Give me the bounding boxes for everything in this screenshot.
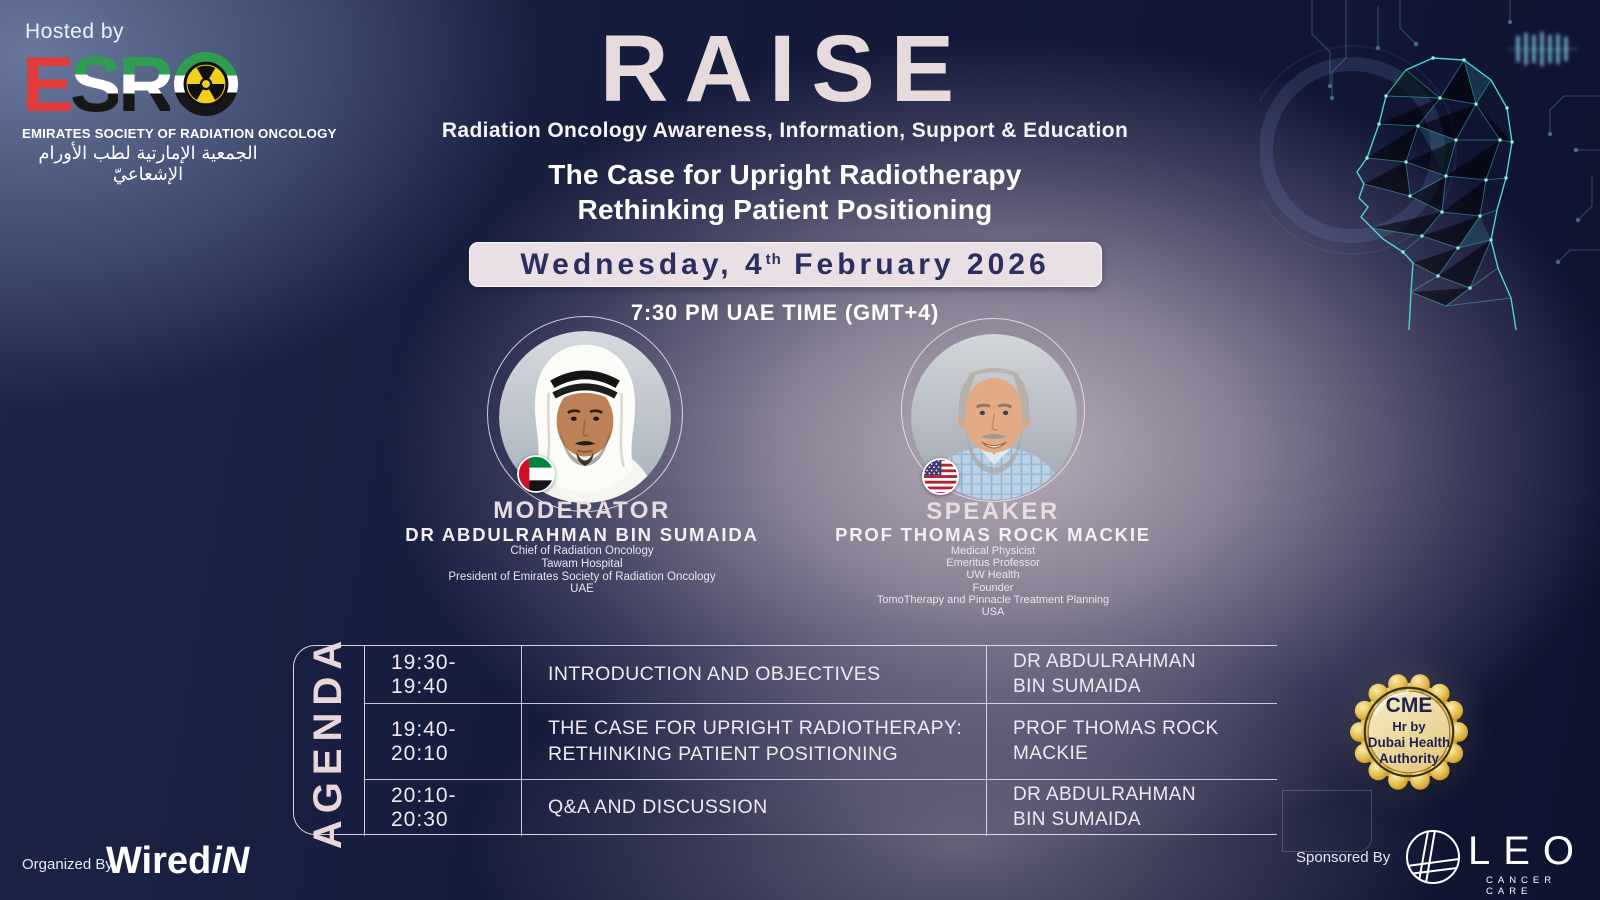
event-topic-line2: Rethinking Patient Positioning xyxy=(577,194,993,225)
speaker-details: Medical Physicist Emeritus Professor UW … xyxy=(813,545,1173,618)
glow-bars-icon xyxy=(1508,32,1578,66)
title-block: RAISE Radiation Oncology Awareness, Info… xyxy=(420,0,1150,326)
speaker-detail-line: TomoTherapy and Pinnacle Treatment Plann… xyxy=(876,593,1110,606)
wireframe-head-circuit-art xyxy=(1260,0,1600,330)
moderator-name: DR ABDULRAHMAN BIN SUMAIDA xyxy=(405,524,759,545)
agenda-row-time: 19:40- 20:10 xyxy=(365,703,521,779)
speaker-detail-line: Emeritus Professor xyxy=(946,557,1040,570)
moderator-photo-ring xyxy=(487,316,683,512)
speaker-detail-line: Founder xyxy=(972,581,1014,594)
usa-flag-icon xyxy=(922,458,959,495)
moderator-detail-line: Tawam Hospital xyxy=(541,557,623,570)
event-title: RAISE xyxy=(599,16,971,122)
cme-line2: Hr by xyxy=(1392,719,1426,734)
speaker-detail-line: Medical Physicist xyxy=(950,545,1036,557)
leo-cancer-care-icon xyxy=(1404,828,1462,891)
event-tagline: Radiation Oncology Awareness, Informatio… xyxy=(441,119,1129,142)
moderator-detail-line: President of Emirates Society of Radiati… xyxy=(448,570,716,583)
agenda-row-time: 20:10- 20:30 xyxy=(365,779,521,836)
esro-wordmark: E S R xyxy=(22,40,292,128)
agenda-row-time: 19:30- 19:40 xyxy=(391,650,457,698)
organized-by-label: Organized By xyxy=(22,856,113,873)
agenda-row-topic: INTRODUCTION AND OBJECTIVES xyxy=(521,646,986,703)
agenda-row-topic: THE CASE FOR UPRIGHT RADIOTHERAPY: RETHI… xyxy=(521,703,986,779)
agenda-table: AGENDA 19:30- 19:40 INTRODUCTION AND OBJ… xyxy=(293,633,1277,849)
cme-line4: Authority xyxy=(1379,751,1439,766)
speaker-detail-line: USA xyxy=(981,606,1005,619)
circuit-dots xyxy=(1327,19,1581,265)
leo-wordmark: LEO xyxy=(1468,829,1588,873)
event-time: 7:30 PM UAE TIME (GMT+4) xyxy=(630,300,940,325)
cme-line1: CME xyxy=(1385,694,1433,717)
moderator-detail-line: Chief of Radiation Oncology xyxy=(510,545,654,557)
esro-name-arabic: الجمعية الإمارتية لطب الأورام الإشعاعيّ xyxy=(38,143,258,185)
circuit-traces-icon xyxy=(1311,0,1600,263)
event-date-banner: Wednesday, 4th February 2026 xyxy=(468,242,1102,287)
esro-letter-s: S xyxy=(70,40,122,128)
wiredin-wordmark-italic: iN xyxy=(211,840,250,882)
moderator-detail-line: UAE xyxy=(570,583,594,596)
wireframe-head-icon xyxy=(1356,56,1517,330)
sponsored-by-label: Sponsored By xyxy=(1296,849,1391,866)
radiation-icon xyxy=(174,52,239,116)
faint-ring-outer xyxy=(1260,45,1457,255)
uae-flag-icon xyxy=(517,455,555,493)
event-topic-line1: The Case for Upright Radiotherapy xyxy=(548,159,1022,190)
agenda-row-presenter: DR ABDULRAHMAN BIN SUMAIDA xyxy=(986,779,1277,836)
speaker-detail-line: UW Health xyxy=(966,569,1020,582)
cme-accreditation-badge: CME Hr by Dubai Health Authority xyxy=(1350,670,1468,794)
esro-letter-e: E xyxy=(22,40,74,128)
agenda-label-cell: AGENDA xyxy=(294,633,365,849)
speaker-photo-ring xyxy=(901,318,1085,502)
esro-logo: E S R EMIRATES SOCIETY OF RADIATION ONCO… xyxy=(22,40,337,185)
speaker-role-label: SPEAKER xyxy=(926,498,1060,525)
agenda-label: AGENDA xyxy=(306,633,351,849)
event-date: Wednesday, 4th February 2026 xyxy=(520,247,1050,281)
cme-line3: Dubai Health xyxy=(1367,735,1451,750)
wiredin-logo: WirediN xyxy=(106,840,249,883)
circuit-deco-rect xyxy=(1282,790,1372,852)
esro-name-english: EMIRATES SOCIETY OF RADIATION ONCOLOGY xyxy=(22,126,337,141)
agenda-row-topic: Q&A AND DISCUSSION xyxy=(521,779,986,836)
wiredin-wordmark-main: Wired xyxy=(106,840,212,882)
leo-tagline: CANCER CARE xyxy=(1486,875,1557,897)
agenda-row-presenter: PROF THOMAS ROCK MACKIE xyxy=(986,703,1277,779)
agenda-row-presenter: DR ABDULRAHMAN BIN SUMAIDA xyxy=(986,646,1277,703)
hosted-by-label: Hosted by xyxy=(25,20,125,43)
moderator-details: Chief of Radiation Oncology Tawam Hospit… xyxy=(402,545,762,596)
moderator-role-label: MODERATOR xyxy=(493,497,671,524)
esro-letter-r: R xyxy=(118,40,174,128)
cme-badge-text: CME Hr by Dubai Health Authority xyxy=(1350,694,1468,766)
speaker-name: PROF THOMAS ROCK MACKIE xyxy=(835,524,1151,545)
